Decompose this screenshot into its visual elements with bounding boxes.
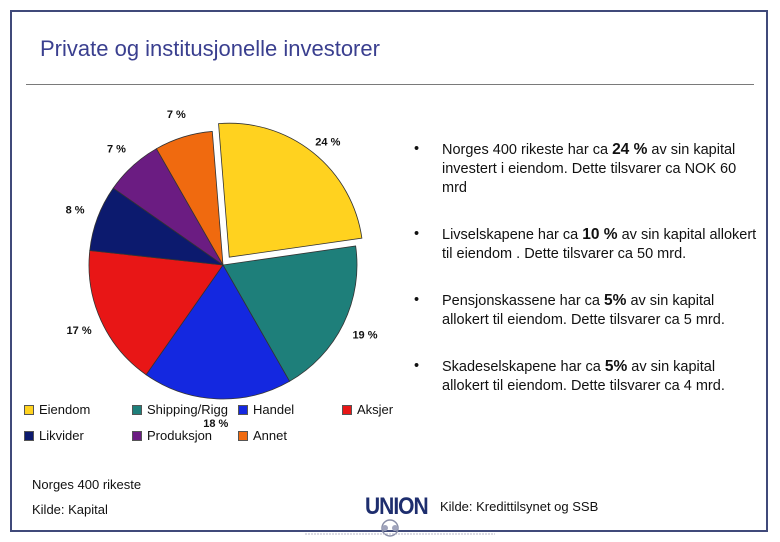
bullet-marker: •	[414, 358, 420, 374]
legend-item-likvider: Likvider	[24, 428, 84, 443]
bullet-marker: •	[414, 292, 420, 308]
pie-data-label: 8 %	[66, 204, 85, 216]
legend-swatch	[238, 430, 248, 441]
bullet-list: • Norges 400 rikeste har ca 24 % av sin …	[412, 140, 762, 423]
bullet-highlight: 5%	[604, 292, 627, 309]
pie-slice-shipping-rigg	[222, 245, 358, 382]
legend-label: Produksjon	[147, 428, 213, 443]
bullet-item: • Pensjonskassene har ca 5% av sin kapit…	[412, 291, 762, 330]
bullet-highlight: 24 %	[612, 141, 648, 158]
pie-data-label: 7 %	[107, 143, 126, 155]
pie-data-label: 24 %	[315, 137, 340, 149]
legend-swatch	[132, 430, 142, 441]
slide-title: Private og institusjonelle investorer	[40, 36, 380, 61]
legend-item-produksjon: Produksjon	[132, 428, 212, 443]
pie-data-label: 7 %	[167, 109, 186, 121]
bullet-text: Pensjonskassene har ca	[442, 293, 605, 309]
source-note-kredittilsynet: Kilde: Kredittilsynet og SSB	[440, 499, 599, 514]
bullet-item: • Norges 400 rikeste har ca 24 % av sin …	[412, 140, 762, 198]
bullet-item: • Skadeselskapene har ca 5% av sin kapit…	[412, 357, 762, 396]
bullet-text: av sin kapital allokert til eiendom . De…	[442, 227, 757, 262]
pie-slice-aksjer	[88, 250, 224, 376]
bullet-text: av sin kapital investert i eiendom. Dett…	[442, 142, 737, 196]
bullet-marker: •	[414, 141, 420, 157]
bullet-text: Livselskapene har ca	[442, 227, 583, 243]
legend-item-aksjer: Aksjer	[342, 402, 393, 417]
bullet-highlight: 5%	[604, 358, 628, 375]
legend-label: Handel	[253, 402, 295, 417]
footer-line	[305, 533, 495, 535]
legend-label: Likvider	[39, 428, 84, 443]
legend-label: Aksjer	[357, 402, 394, 417]
legend-swatch	[132, 404, 142, 415]
legend-item-eiendom: Eiendom	[24, 402, 90, 417]
pie-slice-eiendom	[218, 122, 363, 258]
pie-data-label: 17 %	[67, 325, 92, 337]
pie-data-label: 18 %	[203, 418, 228, 430]
legend-label: Shipping/Rigg	[147, 402, 228, 417]
legend-item-annet: Annet	[238, 428, 287, 443]
title-divider	[26, 84, 754, 85]
legend-swatch	[24, 430, 34, 441]
legend-swatch	[342, 404, 352, 415]
bullet-text: av sin kapital allokert til eiendom. Det…	[442, 293, 725, 328]
legend-swatch	[238, 404, 248, 415]
legend-item-shipping-rigg: Shipping/Rigg	[132, 402, 228, 417]
bullet-text: Skadeselskapene har ca	[442, 359, 605, 375]
pie-slice-annet	[155, 130, 224, 266]
union-logo-text: UNION	[365, 493, 429, 520]
legend-item-handel: Handel	[238, 402, 294, 417]
pie-slice-handel	[145, 264, 291, 400]
source-note-group: Norges 400 rikeste	[32, 477, 142, 492]
legend-label: Eiendom	[39, 402, 91, 417]
legend-swatch	[24, 404, 34, 415]
bullet-item: • Livselskapene har ca 10 % av sin kapit…	[412, 225, 762, 264]
pie-data-label: 19 %	[352, 329, 377, 341]
bullet-highlight: 10 %	[582, 226, 618, 243]
bullet-text: av sin kapital allokert til eiendom. Det…	[442, 359, 725, 394]
legend-label: Annet	[253, 428, 287, 443]
union-logo-mark	[381, 519, 399, 537]
source-note-kapital: Kilde: Kapital	[32, 502, 108, 517]
union-logo: UNION	[365, 493, 429, 542]
bullet-marker: •	[414, 226, 420, 242]
bullet-text: Norges 400 rikeste har ca	[442, 142, 613, 158]
